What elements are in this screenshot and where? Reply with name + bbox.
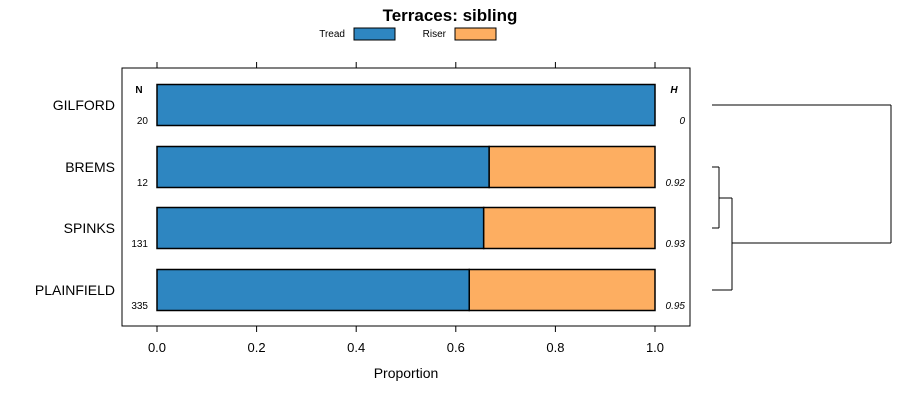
category-label: PLAINFIELD <box>35 282 115 298</box>
bars <box>156 83 656 312</box>
x-tick-label: 0.4 <box>347 340 365 355</box>
n-column: N 20 12 131 335 <box>131 85 148 312</box>
category-label: GILFORD <box>53 97 115 113</box>
h-column: H 0 0.92 0.93 0.95 <box>666 85 686 312</box>
dendrogram <box>712 104 892 291</box>
n-value: 20 <box>137 116 149 127</box>
category-labels: GILFORD BREMS SPINKS PLAINFIELD <box>35 97 115 298</box>
x-tick-label: 0.6 <box>447 340 465 355</box>
plot-frame <box>121 67 691 327</box>
x-axis: 0.0 0.2 0.4 0.6 0.8 1.0 <box>148 326 664 355</box>
n-value: 131 <box>131 239 148 250</box>
legend-label-tread: Tread <box>319 29 345 40</box>
n-value: 335 <box>131 301 148 312</box>
h-value: 0 <box>679 116 685 127</box>
h-value: 0.92 <box>666 178 686 189</box>
x-axis-label: Proportion <box>374 365 439 381</box>
h-value: 0.93 <box>666 239 686 250</box>
n-value: 12 <box>137 178 149 189</box>
bar-spinks-riser <box>482 206 656 250</box>
chart-title: Terraces: sibling <box>383 6 518 25</box>
category-label: BREMS <box>65 159 115 175</box>
x-tick-label: 0.8 <box>546 340 564 355</box>
bar-brems-tread <box>156 145 490 189</box>
bar-plainfield-riser <box>468 268 656 312</box>
category-label: SPINKS <box>64 220 115 236</box>
bar-gilford-tread <box>156 83 656 127</box>
legend: Tread Riser <box>319 27 497 41</box>
x-tick-label: 1.0 <box>646 340 664 355</box>
bar-brems-riser <box>488 145 656 189</box>
h-header: H <box>670 85 678 96</box>
n-header: N <box>135 85 142 96</box>
legend-swatch-riser <box>454 27 497 41</box>
bar-spinks-tread <box>156 206 485 250</box>
h-value: 0.95 <box>666 301 686 312</box>
legend-swatch-tread <box>353 27 396 41</box>
x-tick-label: 0.2 <box>248 340 266 355</box>
bar-plainfield-tread <box>156 268 470 312</box>
top-axis-ticks <box>156 62 656 68</box>
x-tick-label: 0.0 <box>148 340 166 355</box>
legend-label-riser: Riser <box>423 29 447 40</box>
